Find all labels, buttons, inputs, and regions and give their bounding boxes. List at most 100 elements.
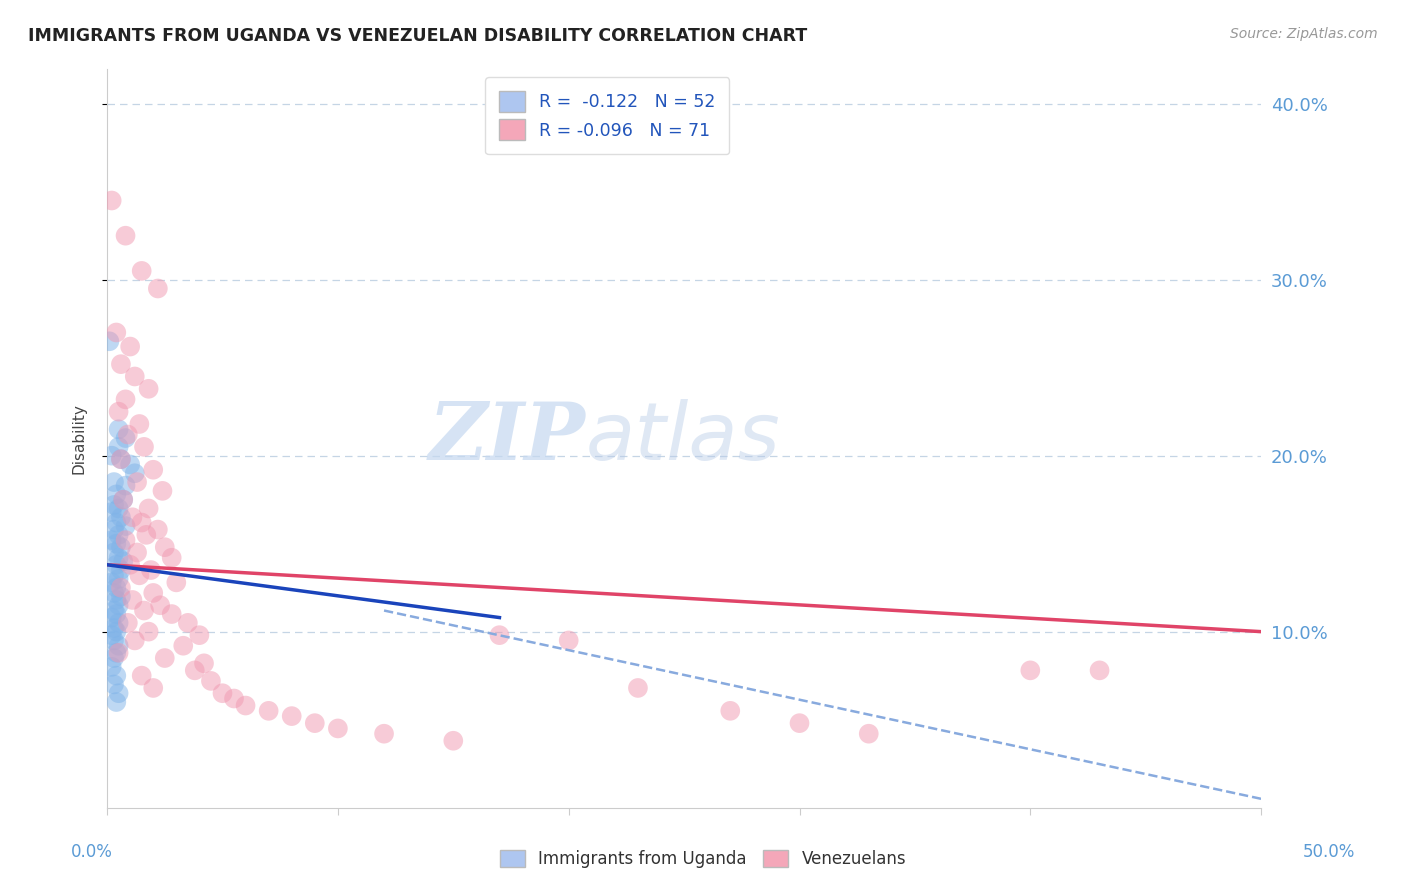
Point [488, 628, 510, 642]
Point [105, 593, 128, 607]
Point [107, 686, 129, 700]
Point [103, 568, 125, 582]
Point [132, 603, 155, 617]
Point [131, 516, 153, 530]
Point [142, 586, 165, 600]
Point [124, 467, 146, 481]
Point [177, 615, 200, 630]
Point [107, 405, 129, 419]
Point [103, 677, 125, 691]
Point [105, 695, 128, 709]
Point [152, 483, 174, 498]
Point [107, 639, 129, 653]
Point [105, 624, 128, 639]
Point [235, 698, 257, 713]
Point [193, 657, 215, 671]
Point [120, 458, 142, 472]
Point [105, 581, 128, 595]
Point [131, 668, 153, 682]
Point [103, 633, 125, 648]
Point [153, 540, 176, 554]
Point [120, 558, 142, 572]
Point [138, 382, 160, 396]
Point [107, 599, 129, 613]
Point [138, 501, 160, 516]
Point [627, 681, 650, 695]
Point [160, 550, 183, 565]
Point [110, 563, 132, 577]
Point [114, 392, 136, 407]
Point [107, 646, 129, 660]
Point [100, 628, 122, 642]
Point [165, 575, 187, 590]
Point [124, 369, 146, 384]
Point [112, 492, 135, 507]
Point [110, 581, 132, 595]
Point [146, 523, 169, 537]
Point [105, 607, 128, 621]
Point [121, 593, 143, 607]
Point [100, 533, 122, 548]
Point [112, 554, 135, 568]
Point [172, 639, 194, 653]
Point [125, 545, 148, 559]
Point [135, 528, 157, 542]
Point [98, 334, 121, 349]
Legend: Immigrants from Uganda, Venezuelans: Immigrants from Uganda, Venezuelans [494, 843, 912, 875]
Point [160, 607, 183, 621]
Point [128, 568, 150, 582]
Point [107, 422, 129, 436]
Text: Source: ZipAtlas.com: Source: ZipAtlas.com [1230, 27, 1378, 41]
Point [103, 523, 125, 537]
Point [103, 651, 125, 665]
Point [188, 628, 211, 642]
Point [100, 449, 122, 463]
Point [138, 624, 160, 639]
Point [105, 646, 128, 660]
Point [789, 716, 811, 731]
Point [105, 516, 128, 530]
Point [128, 417, 150, 431]
Point [200, 673, 222, 688]
Point [280, 709, 302, 723]
Point [105, 487, 128, 501]
Point [107, 572, 129, 586]
Point [139, 563, 162, 577]
Point [103, 545, 125, 559]
Point [100, 505, 122, 519]
Point [100, 660, 122, 674]
Legend: R =  -0.122   N = 52, R = -0.096   N = 71: R = -0.122 N = 52, R = -0.096 N = 71 [485, 78, 730, 154]
Point [100, 610, 122, 624]
Point [222, 691, 245, 706]
Point [103, 475, 125, 489]
Y-axis label: Disability: Disability [72, 402, 86, 474]
Point [110, 452, 132, 467]
Point [121, 510, 143, 524]
Point [103, 586, 125, 600]
Point [110, 357, 132, 371]
Point [107, 440, 129, 454]
Point [326, 722, 349, 736]
Point [110, 590, 132, 604]
Point [146, 281, 169, 295]
Point [142, 681, 165, 695]
Point [105, 558, 128, 572]
Point [441, 733, 464, 747]
Point [103, 603, 125, 617]
Point [124, 633, 146, 648]
Point [149, 599, 172, 613]
Point [153, 651, 176, 665]
Point [103, 498, 125, 512]
Text: ZIP: ZIP [429, 400, 586, 477]
Point [184, 664, 207, 678]
Point [1088, 664, 1111, 678]
Point [114, 478, 136, 492]
Point [110, 510, 132, 524]
Point [100, 194, 122, 208]
Point [117, 427, 139, 442]
Point [858, 727, 880, 741]
Point [211, 686, 233, 700]
Text: atlas: atlas [586, 399, 780, 477]
Point [114, 519, 136, 533]
Point [110, 452, 132, 467]
